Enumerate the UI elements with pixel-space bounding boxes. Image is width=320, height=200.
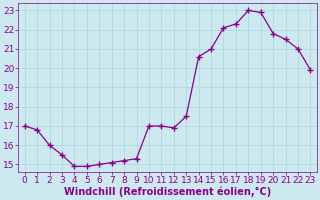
X-axis label: Windchill (Refroidissement éolien,°C): Windchill (Refroidissement éolien,°C) [64,187,271,197]
